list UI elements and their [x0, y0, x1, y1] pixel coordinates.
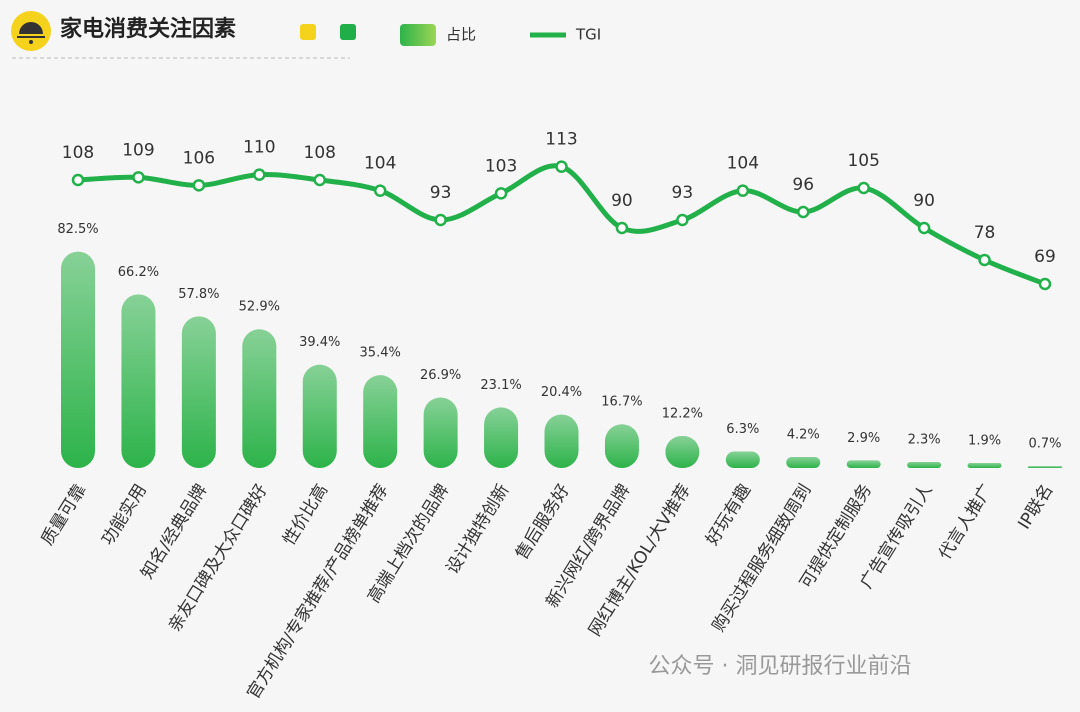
value-label: 20.4%: [541, 385, 582, 400]
legend-swatch: [400, 24, 436, 46]
value-label: 4.2%: [787, 427, 820, 442]
line-point: [434, 213, 447, 227]
value-label: 109: [122, 140, 154, 160]
decor-square: [300, 24, 316, 40]
bar: [604, 424, 639, 468]
x-tick-label: 功能实用: [98, 481, 151, 549]
value-label: 57.8%: [178, 287, 219, 302]
bar: [544, 414, 579, 468]
value-label: 108: [62, 143, 94, 163]
line-point: [736, 184, 750, 197]
tgi-line: [77, 163, 1046, 287]
bar: [121, 294, 156, 468]
line-point: [857, 181, 870, 195]
value-label: 93: [430, 183, 452, 203]
decor-square: [340, 24, 356, 40]
value-label: 2.3%: [908, 432, 941, 447]
line-point: [676, 213, 689, 227]
value-label: 35.4%: [360, 346, 401, 361]
value-label: 12.2%: [662, 407, 703, 422]
value-label: 0.7%: [1028, 437, 1061, 452]
value-label: 108: [304, 143, 336, 163]
bar: [967, 463, 1002, 468]
value-label: 66.2%: [118, 265, 159, 280]
value-label: 90: [611, 191, 633, 211]
value-label: 104: [364, 154, 396, 174]
x-tick-label: 质量可靠: [37, 481, 90, 549]
x-tick-label: 设计独特创新: [443, 481, 514, 578]
bar: [181, 316, 216, 468]
value-label: 113: [545, 130, 577, 150]
line-point: [494, 187, 508, 200]
line-point: [71, 173, 85, 187]
value-label: 104: [727, 154, 759, 174]
bar: [484, 407, 519, 468]
line-point: [917, 221, 931, 235]
value-label: 23.1%: [480, 378, 521, 393]
value-label: 82.5%: [57, 222, 98, 237]
title-icon: [11, 11, 51, 51]
value-label: 26.9%: [420, 368, 461, 383]
line-point: [978, 253, 991, 267]
bar: [665, 436, 700, 468]
chart-title: 家电消费关注因素: [60, 16, 236, 42]
legend-label: TGI: [575, 26, 601, 44]
value-label: 110: [243, 138, 275, 158]
value-label: 69: [1034, 247, 1056, 267]
x-tick-label: 好玩有趣: [702, 481, 755, 549]
bar: [61, 251, 95, 468]
line-point: [797, 205, 810, 219]
bar: [725, 451, 760, 468]
watermark: 公众号 · 洞见研报行业前沿: [649, 654, 912, 679]
bar: [302, 364, 337, 468]
line-point: [555, 160, 568, 173]
value-label: 52.9%: [239, 300, 280, 315]
legend-label: 占比: [446, 26, 476, 44]
value-label: 16.7%: [601, 395, 642, 410]
line-point: [373, 184, 387, 197]
value-label: 90: [913, 191, 935, 211]
x-tick-label: 性价比高: [279, 481, 332, 549]
value-label: 39.4%: [299, 335, 340, 350]
value-label: 78: [974, 223, 996, 243]
bar: [242, 329, 277, 468]
value-label: 93: [672, 183, 694, 203]
line-point: [132, 171, 145, 184]
value-label: 6.3%: [726, 422, 759, 437]
bar: [846, 460, 881, 468]
value-label: 105: [847, 151, 879, 171]
value-label: 106: [183, 148, 215, 168]
bar: [786, 456, 821, 468]
bar: [1028, 466, 1062, 468]
x-tick-label: 代言人推广: [935, 481, 997, 564]
line-point: [313, 173, 326, 187]
line-point: [615, 221, 629, 235]
line-point: [1038, 277, 1052, 291]
value-label: 96: [792, 175, 814, 195]
value-label: 1.9%: [968, 434, 1001, 449]
line-point: [253, 168, 266, 181]
line-point: [192, 179, 206, 192]
value-label: 103: [485, 156, 517, 176]
value-label: 2.9%: [847, 431, 880, 446]
bar: [423, 397, 458, 468]
bar: [907, 461, 942, 468]
x-tick-label: IP联名: [1014, 481, 1057, 533]
x-tick-label: 售后服务好: [512, 481, 574, 564]
bar: [363, 375, 398, 468]
